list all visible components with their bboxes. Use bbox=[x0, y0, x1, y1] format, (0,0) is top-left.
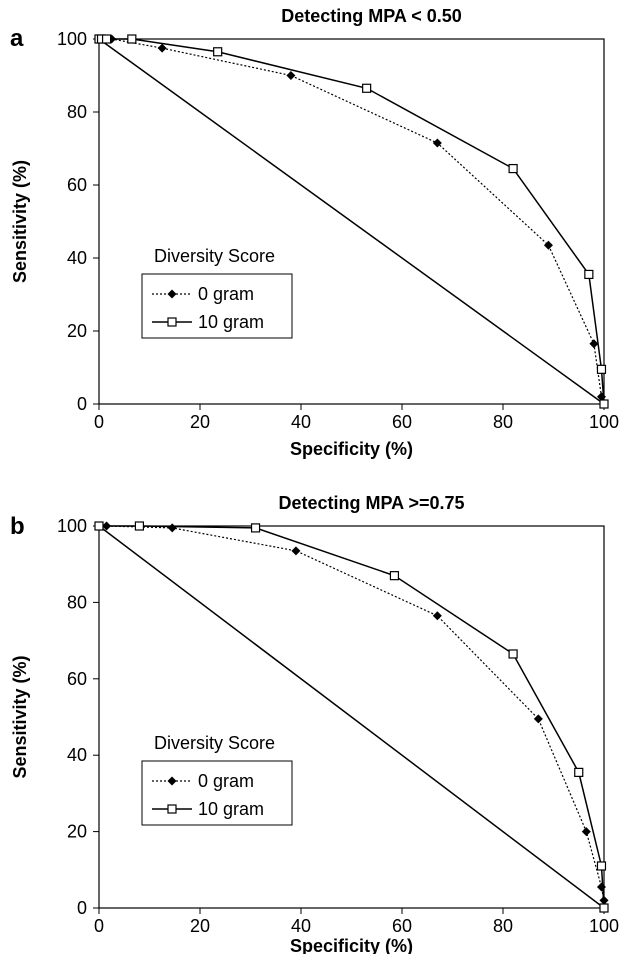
data-point-square bbox=[596, 861, 607, 871]
x-axis-label: Specificity (%) bbox=[290, 936, 413, 954]
data-point-diamond bbox=[291, 546, 301, 556]
data-point-diamond bbox=[533, 714, 543, 724]
x-tick-label: 60 bbox=[392, 916, 412, 936]
legend-title: Diversity Score bbox=[154, 733, 275, 753]
data-point-square bbox=[574, 767, 584, 777]
panel-letter: a bbox=[10, 25, 24, 52]
y-tick-label: 20 bbox=[67, 822, 87, 842]
data-point-diamond bbox=[167, 523, 177, 533]
y-tick-label: 60 bbox=[67, 669, 87, 689]
x-tick-label: 100 bbox=[589, 412, 619, 432]
data-point-square bbox=[101, 34, 112, 44]
y-tick-label: 40 bbox=[67, 745, 87, 765]
x-tick-label: 100 bbox=[589, 916, 619, 936]
y-tick-label: 40 bbox=[67, 248, 87, 268]
legend-marker bbox=[167, 804, 177, 814]
data-point-diamond bbox=[581, 827, 591, 837]
panel-a: Detecting MPA < 0.50 a 0 20 40 60 80 100 0 20 40 60… bbox=[10, 6, 619, 459]
legend-marker bbox=[167, 317, 177, 327]
legend-marker bbox=[167, 776, 177, 786]
data-point-square bbox=[596, 364, 607, 374]
y-tick-label: 0 bbox=[77, 394, 87, 414]
x-tick-label: 40 bbox=[291, 916, 311, 936]
data-point-square bbox=[362, 83, 372, 93]
data-point-square bbox=[508, 649, 518, 659]
data-point-square bbox=[250, 523, 261, 533]
y-tick-label: 20 bbox=[67, 321, 87, 341]
plot-frame bbox=[98, 525, 605, 909]
legend-entry-label: 0 gram bbox=[198, 771, 254, 791]
plot-frame bbox=[98, 38, 605, 405]
series-line bbox=[99, 525, 605, 909]
legend-title: Diversity Score bbox=[154, 246, 275, 266]
data-point-diamond bbox=[596, 882, 606, 892]
x-tick-label: 40 bbox=[291, 412, 311, 432]
chart-title: Detecting MPA < 0.50 bbox=[281, 6, 462, 26]
legend-box bbox=[141, 760, 293, 826]
x-tick-label: 80 bbox=[493, 916, 513, 936]
series-line bbox=[99, 525, 605, 901]
data-point-square bbox=[127, 34, 137, 44]
legend: Diversity Score 0 gram 10 gram bbox=[141, 246, 293, 339]
legend-entry-label: 10 gram bbox=[198, 799, 264, 819]
reference-diagonal-line bbox=[98, 525, 605, 909]
data-point-square bbox=[213, 47, 223, 57]
x-tick-label: 20 bbox=[190, 916, 210, 936]
y-axis-label: Sensitivity (%) bbox=[10, 160, 30, 283]
y-tick-label: 60 bbox=[67, 175, 87, 195]
x-tick-label: 20 bbox=[190, 412, 210, 432]
x-tick-label: 0 bbox=[94, 916, 104, 936]
series-10-gram bbox=[94, 34, 609, 409]
x-axis-label: Specificity (%) bbox=[290, 439, 413, 459]
chart-title: Detecting MPA >=0.75 bbox=[278, 493, 464, 513]
data-point-square bbox=[94, 521, 104, 531]
legend: Diversity Score 0 gram 10 gram bbox=[141, 733, 293, 826]
x-tick-label: 60 bbox=[392, 412, 412, 432]
y-tick-label: 100 bbox=[57, 516, 87, 536]
y-tick-label: 80 bbox=[67, 592, 87, 612]
series-0-gram bbox=[94, 521, 609, 905]
x-tick-label: 80 bbox=[493, 412, 513, 432]
panel-b: Detecting MPA >=0.75 b 0 20 40 60 80 100 0 20 40 60… bbox=[10, 493, 619, 954]
y-tick-label: 100 bbox=[57, 29, 87, 49]
data-point-square bbox=[584, 269, 594, 280]
data-point-diamond bbox=[157, 43, 167, 53]
x-tick-label: 0 bbox=[94, 412, 104, 432]
y-tick-label: 80 bbox=[67, 102, 87, 122]
data-point-square bbox=[134, 521, 144, 531]
data-point-diamond bbox=[286, 71, 296, 80]
legend-entry-label: 10 gram bbox=[198, 312, 264, 332]
data-point-diamond bbox=[432, 138, 442, 148]
legend-box bbox=[141, 273, 293, 339]
data-point-square bbox=[389, 571, 400, 581]
data-point-square bbox=[508, 163, 518, 174]
y-axis-label: Sensitivity (%) bbox=[10, 655, 30, 778]
data-point-square bbox=[599, 903, 609, 913]
series-10-gram bbox=[94, 521, 609, 913]
data-point-diamond bbox=[543, 240, 553, 250]
data-point-diamond bbox=[589, 339, 599, 349]
legend-entry-label: 0 gram bbox=[198, 284, 254, 304]
panel-letter: b bbox=[10, 513, 25, 540]
reference-diagonal-line bbox=[98, 38, 605, 405]
legend-marker bbox=[167, 289, 177, 299]
data-point-diamond bbox=[432, 611, 442, 621]
series-0-gram bbox=[94, 34, 606, 402]
data-point-square bbox=[599, 399, 609, 409]
y-tick-label: 0 bbox=[77, 898, 87, 918]
